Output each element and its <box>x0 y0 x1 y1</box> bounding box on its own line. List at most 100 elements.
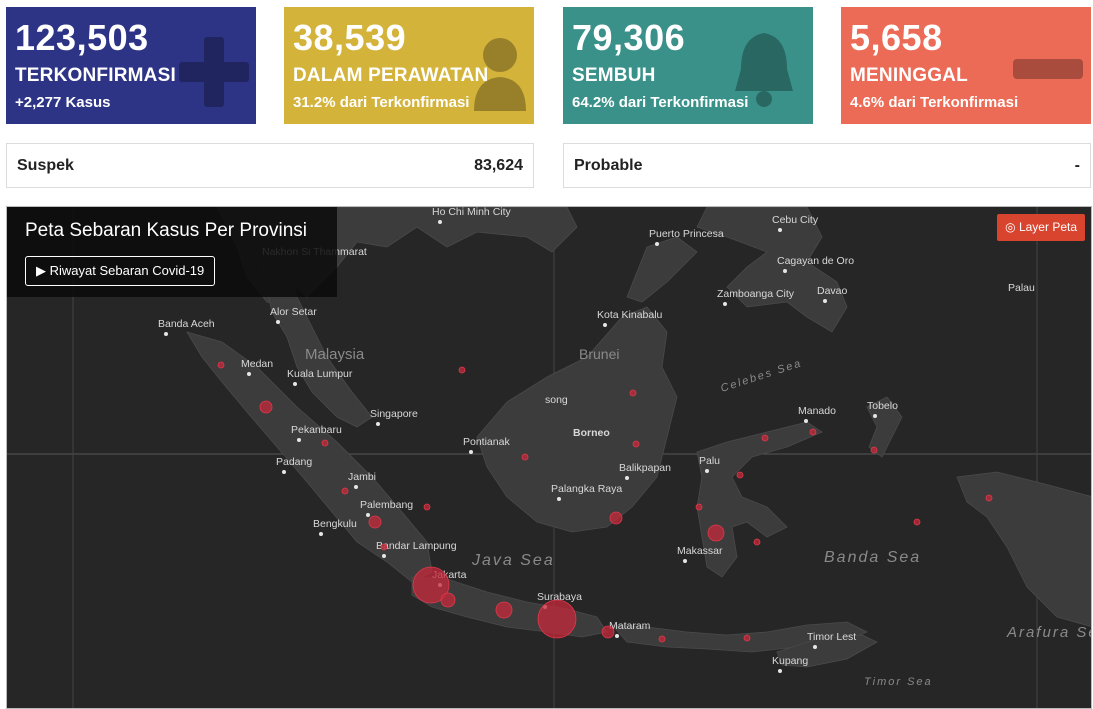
case-bubble[interactable] <box>521 453 529 461</box>
case-bubble-south-sulawesi[interactable] <box>707 524 725 542</box>
city-label: Medan <box>241 358 273 370</box>
in-care-sub: 31.2% dari Terkonfirmasi <box>293 94 470 111</box>
card-recovered: 79,306 SEMBUH 64.2% dari Terkonfirmasi <box>563 7 813 124</box>
case-bubble-central-java[interactable] <box>495 601 513 619</box>
case-bubbles[interactable] <box>217 361 993 643</box>
case-bubble-east-java[interactable] <box>537 599 577 639</box>
city-label: Cebu City <box>772 214 819 226</box>
landmass-sulawesi <box>696 421 823 578</box>
map-header: Peta Sebaran Kasus Per Provinsi ▶ Riwaya… <box>7 207 337 297</box>
city-label: Puerto Princesa <box>649 228 724 240</box>
city-dot <box>873 414 877 418</box>
probable-value: - <box>1074 157 1080 174</box>
recovered-label: SEMBUH <box>572 65 656 86</box>
case-bubble[interactable] <box>458 366 466 374</box>
city-dot <box>625 476 629 480</box>
confirmed-sub: +2,277 Kasus <box>15 94 111 111</box>
city-label: Zamboanga City <box>717 288 795 300</box>
case-bubble-west-java[interactable] <box>440 592 456 608</box>
city-label: Manado <box>798 405 836 417</box>
city-label: Kupang <box>772 655 808 667</box>
city-label: Makassar <box>677 545 723 557</box>
city-label: Singapore <box>370 408 418 420</box>
case-bubble[interactable] <box>743 634 751 642</box>
city-label: Palau <box>1008 282 1035 294</box>
city-dot <box>683 559 687 563</box>
city-dot <box>603 323 607 327</box>
case-bubble[interactable] <box>632 440 640 448</box>
probable-box: Probable - <box>563 143 1091 188</box>
case-bubble[interactable] <box>809 428 817 436</box>
suspect-value: 83,624 <box>474 157 523 174</box>
landmass-malay-peninsula <box>261 266 373 428</box>
city-label: Borneo <box>573 427 610 439</box>
city-dot <box>247 372 251 376</box>
city-dot <box>354 485 358 489</box>
case-bubble[interactable] <box>753 538 761 546</box>
case-bubble[interactable] <box>629 389 637 397</box>
city-dot <box>319 532 323 536</box>
city-dot <box>276 320 280 324</box>
case-bubble[interactable] <box>423 503 431 511</box>
city-label: Mataram <box>609 620 651 632</box>
sea-label: Banda Sea <box>824 549 921 566</box>
in-care-count: 38,539 <box>293 17 407 58</box>
case-bubble[interactable] <box>321 439 329 447</box>
city-dot <box>778 228 782 232</box>
layer-map-button[interactable]: ◎ Layer Peta <box>997 214 1085 241</box>
city-label: Tobelo <box>867 400 898 412</box>
city-dot <box>164 332 168 336</box>
city-label: Kota Kinabalu <box>597 309 663 321</box>
city-label: Palangka Raya <box>551 483 622 495</box>
case-bubble[interactable] <box>658 635 666 643</box>
case-bubble[interactable] <box>341 487 349 495</box>
city-label: Ho Chi Minh City <box>432 207 512 218</box>
city-dot <box>297 438 301 442</box>
landmass-timor <box>776 634 878 668</box>
case-bubble-jakarta[interactable] <box>412 566 450 604</box>
city-label: Davao <box>817 285 848 297</box>
deceased-count: 5,658 <box>850 17 943 58</box>
covid-map[interactable]: Malaysia Brunei Java Sea Banda Sea Arafu… <box>6 206 1092 709</box>
city-label: Balikpapan <box>619 462 671 474</box>
city-label: Banda Aceh <box>158 318 215 330</box>
city-label: Jambi <box>348 471 376 483</box>
case-bubble-south-kalimantan[interactable] <box>609 511 623 525</box>
case-bubble[interactable] <box>985 494 993 502</box>
case-bubble[interactable] <box>761 434 769 442</box>
city-dot <box>723 302 727 306</box>
case-bubble-north-sumatra[interactable] <box>259 400 273 414</box>
city-dot <box>813 645 817 649</box>
sea-label: Arafura Sea <box>1006 624 1092 641</box>
case-bubble[interactable] <box>913 518 921 526</box>
in-care-label: DALAM PERAWATAN <box>293 65 489 86</box>
landmass-borneo <box>476 306 678 533</box>
city-label: song <box>545 394 568 406</box>
recovered-sub: 64.2% dari Terkonfirmasi <box>572 94 749 111</box>
deceased-label: MENINGGAL <box>850 65 968 86</box>
region-label: Malaysia <box>305 346 365 363</box>
case-bubble[interactable] <box>870 446 878 454</box>
case-bubble[interactable] <box>695 503 703 511</box>
patient-icon <box>474 38 526 111</box>
city-label: Kuala Lumpur <box>287 368 353 380</box>
case-bubble-south-sumatra[interactable] <box>368 515 382 529</box>
landmass-halmahera <box>866 396 903 458</box>
city-label: Alor Setar <box>270 306 317 318</box>
case-bubble[interactable] <box>217 361 225 369</box>
city-dot <box>778 669 782 673</box>
case-bubble-bali[interactable] <box>601 625 615 639</box>
region-label: Brunei <box>579 346 619 362</box>
case-bubble[interactable] <box>380 543 388 551</box>
sea-label: Celebes Sea <box>719 357 804 395</box>
city-dot <box>705 469 709 473</box>
city-dot <box>382 554 386 558</box>
history-button[interactable]: ▶ Riwayat Sebaran Covid-19 <box>25 256 216 286</box>
deceased-sub: 4.6% dari Terkonfirmasi <box>850 94 1019 111</box>
card-deceased: 5,658 MENINGGAL 4.6% dari Terkonfirmasi <box>841 7 1091 124</box>
card-in-care: 38,539 DALAM PERAWATAN 31.2% dari Terkon… <box>284 7 534 124</box>
city-label: Palu <box>699 455 720 467</box>
card-confirmed: 123,503 TERKONFIRMASI +2,277 Kasus <box>6 7 256 124</box>
case-bubble[interactable] <box>736 471 744 479</box>
suspect-box: Suspek 83,624 <box>6 143 534 188</box>
